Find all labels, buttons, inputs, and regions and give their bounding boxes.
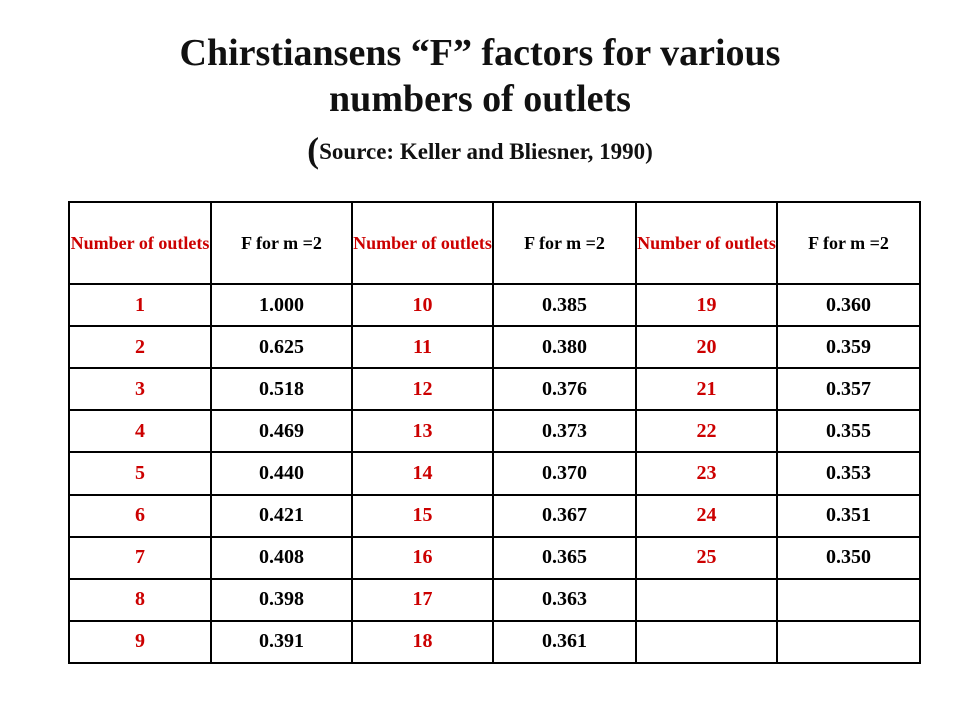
outlet-count-cell: 20 (635, 325, 778, 370)
header-number-of-outlets: Number of outlets (635, 201, 778, 285)
f-factor-cell: 0.385 (492, 282, 637, 328)
f-factor-cell: 0.421 (210, 493, 353, 538)
f-factor-cell (776, 577, 921, 622)
outlet-count-cell: 14 (351, 451, 494, 496)
outlet-count-cell: 25 (635, 535, 778, 580)
outlet-count-cell: 17 (351, 577, 494, 622)
f-factor-cell: 0.440 (210, 451, 353, 496)
f-factor-cell: 0.469 (210, 409, 353, 454)
outlet-count-cell: 6 (68, 493, 212, 538)
table-body: 1 1.000 10 0.385 19 0.360 2 0.625 11 0.380 20 0.359… (68, 282, 921, 665)
outlet-count-cell: 13 (351, 409, 494, 454)
f-factor-cell: 0.398 (210, 577, 353, 622)
table-row: 5 0.440 14 0.370 23 0.353 (68, 451, 921, 496)
f-factor-cell: 0.518 (210, 367, 353, 412)
f-factor-cell: 1.000 (210, 282, 353, 328)
outlet-count-cell: 7 (68, 535, 212, 580)
outlet-count-cell: 8 (68, 577, 212, 622)
outlet-count-cell: 24 (635, 493, 778, 538)
f-factor-cell: 0.373 (492, 409, 637, 454)
f-factor-table: Number of outlets F for m =2 Number of o… (68, 201, 921, 665)
outlet-count-cell: 22 (635, 409, 778, 454)
table-row: 1 1.000 10 0.385 19 0.360 (68, 282, 921, 328)
source-open-paren: ( (307, 130, 320, 170)
outlet-count-cell: 11 (351, 325, 494, 370)
outlet-count-cell: 10 (351, 282, 494, 328)
f-factor-cell: 0.367 (492, 493, 637, 538)
table-row: 8 0.398 17 0.363 (68, 577, 921, 622)
table-row: 7 0.408 16 0.365 25 0.350 (68, 535, 921, 580)
header-f-factor: F for m =2 (492, 201, 637, 285)
f-factor-cell: 0.625 (210, 325, 353, 370)
outlet-count-cell: 9 (68, 619, 212, 665)
outlet-count-cell: 4 (68, 409, 212, 454)
f-factor-cell: 0.351 (776, 493, 921, 538)
outlet-count-cell (635, 619, 778, 665)
f-factor-cell: 0.360 (776, 282, 921, 328)
source-citation: (Source: Keller and Bliesner, 1990) (0, 130, 960, 172)
f-factor-cell: 0.380 (492, 325, 637, 370)
table-row: 4 0.469 13 0.373 22 0.355 (68, 409, 921, 454)
table-row: 2 0.625 11 0.380 20 0.359 (68, 325, 921, 370)
header-number-of-outlets: Number of outlets (351, 201, 494, 285)
outlet-count-cell: 12 (351, 367, 494, 412)
outlet-count-cell: 15 (351, 493, 494, 538)
outlet-count-cell: 23 (635, 451, 778, 496)
f-factor-cell: 0.350 (776, 535, 921, 580)
table-row: 6 0.421 15 0.367 24 0.351 (68, 493, 921, 538)
outlet-count-cell: 16 (351, 535, 494, 580)
f-factor-cell: 0.391 (210, 619, 353, 665)
f-factor-cell: 0.355 (776, 409, 921, 454)
title-line-2: numbers of outlets (329, 78, 631, 120)
outlet-count-cell: 5 (68, 451, 212, 496)
f-factor-cell: 0.359 (776, 325, 921, 370)
source-text: Source: Keller and Bliesner, 1990) (319, 139, 653, 164)
f-factor-cell: 0.365 (492, 535, 637, 580)
f-factor-cell (776, 619, 921, 665)
f-factor-cell: 0.370 (492, 451, 637, 496)
f-factor-cell: 0.363 (492, 577, 637, 622)
f-factor-cell: 0.361 (492, 619, 637, 665)
header-number-of-outlets: Number of outlets (68, 201, 212, 285)
f-factor-cell: 0.357 (776, 367, 921, 412)
table-row: 3 0.518 12 0.376 21 0.357 (68, 367, 921, 412)
table-row: 9 0.391 18 0.361 (68, 619, 921, 665)
header-f-factor: F for m =2 (776, 201, 921, 285)
header-f-factor: F for m =2 (210, 201, 353, 285)
f-factor-cell: 0.376 (492, 367, 637, 412)
title-line-1: Chirstiansens “F” factors for various (179, 32, 781, 74)
outlet-count-cell: 2 (68, 325, 212, 370)
outlet-count-cell (635, 577, 778, 622)
outlet-count-cell: 21 (635, 367, 778, 412)
outlet-count-cell: 3 (68, 367, 212, 412)
outlet-count-cell: 19 (635, 282, 778, 328)
f-factor-cell: 0.353 (776, 451, 921, 496)
outlet-count-cell: 18 (351, 619, 494, 665)
outlet-count-cell: 1 (68, 282, 212, 328)
slide-title: Chirstiansens “F” factors for various nu… (0, 30, 960, 172)
f-factor-cell: 0.408 (210, 535, 353, 580)
header-row: Number of outlets F for m =2 Number of o… (68, 201, 921, 285)
